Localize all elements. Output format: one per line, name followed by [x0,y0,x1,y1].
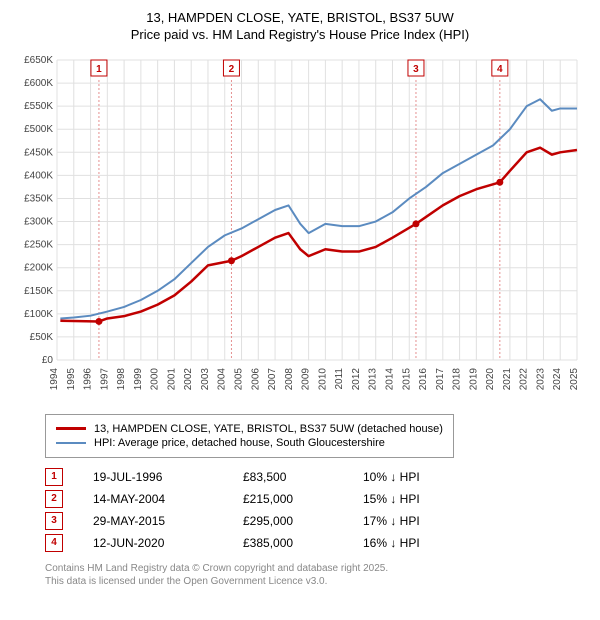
sale-row: 1 19-JUL-1996£83,50010% ↓ HPI [45,468,585,486]
sale-row: 4 12-JUN-2020£385,00016% ↓ HPI [45,534,585,552]
svg-text:2: 2 [229,64,235,75]
legend-swatch-hpi [56,442,86,444]
legend-swatch-price-paid [56,427,86,430]
legend-row-price-paid: 13, HAMPDEN CLOSE, YATE, BRISTOL, BS37 5… [56,423,443,435]
svg-text:2001: 2001 [166,367,177,390]
chart-title: 13, HAMPDEN CLOSE, YATE, BRISTOL, BS37 5… [15,10,585,44]
svg-text:4: 4 [497,64,503,75]
chart-plot: £0 £50K £100K £150K £200K £250K £300K £350K £400… [15,52,585,402]
svg-text:2003: 2003 [200,367,211,390]
sale-diff: 10% ↓ HPI [363,470,463,484]
sale-row: 3 29-MAY-2015£295,00017% ↓ HPI [45,512,585,530]
svg-text:£500K: £500K [24,124,53,135]
svg-text:2022: 2022 [519,367,530,390]
svg-text:2017: 2017 [435,367,446,390]
svg-text:2016: 2016 [418,367,429,390]
sale-date: 14-MAY-2004 [93,492,243,506]
svg-text:2014: 2014 [384,367,395,390]
title-line1: 13, HAMPDEN CLOSE, YATE, BRISTOL, BS37 5… [146,10,454,25]
title-line2: Price paid vs. HM Land Registry's House … [131,27,469,42]
svg-text:£300K: £300K [24,216,53,227]
svg-text:£350K: £350K [24,193,53,204]
sale-diff: 16% ↓ HPI [363,536,463,550]
svg-text:2004: 2004 [217,367,228,390]
svg-text:1997: 1997 [99,367,110,390]
svg-text:2002: 2002 [183,367,194,390]
legend-row-hpi: HPI: Average price, detached house, Sout… [56,437,443,449]
footer-line1: Contains HM Land Registry data © Crown c… [45,563,388,574]
sale-price: £215,000 [243,492,363,506]
svg-text:2011: 2011 [334,367,345,389]
sale-price: £295,000 [243,514,363,528]
svg-text:2025: 2025 [569,367,580,390]
svg-text:2015: 2015 [401,367,412,390]
svg-text:£100K: £100K [24,309,53,320]
svg-text:2013: 2013 [368,367,379,390]
svg-text:2019: 2019 [468,367,479,390]
svg-text:£200K: £200K [24,262,53,273]
svg-text:2024: 2024 [552,367,563,390]
sale-diff: 17% ↓ HPI [363,514,463,528]
svg-text:£400K: £400K [24,170,53,181]
sale-date: 19-JUL-1996 [93,470,243,484]
svg-text:£250K: £250K [24,239,53,250]
svg-text:£450K: £450K [24,147,53,158]
sale-marker: 3 [45,512,63,530]
legend: 13, HAMPDEN CLOSE, YATE, BRISTOL, BS37 5… [45,414,454,458]
svg-text:£600K: £600K [24,78,53,89]
sale-date: 29-MAY-2015 [93,514,243,528]
svg-text:1996: 1996 [83,367,94,390]
legend-label-hpi: HPI: Average price, detached house, Sout… [94,437,385,449]
sale-date: 12-JUN-2020 [93,536,243,550]
svg-text:£150K: £150K [24,286,53,297]
svg-text:1995: 1995 [66,367,77,390]
sale-marker: 1 [45,468,63,486]
svg-text:2007: 2007 [267,367,278,390]
svg-text:£0: £0 [42,355,54,366]
svg-text:2020: 2020 [485,367,496,390]
sale-row: 2 14-MAY-2004£215,00015% ↓ HPI [45,490,585,508]
svg-text:1: 1 [96,64,102,75]
chart-container: 13, HAMPDEN CLOSE, YATE, BRISTOL, BS37 5… [0,0,600,598]
svg-text:1998: 1998 [116,367,127,390]
svg-text:2005: 2005 [234,367,245,390]
svg-text:2010: 2010 [317,367,328,390]
sale-marker: 4 [45,534,63,552]
svg-text:2021: 2021 [502,367,513,390]
sale-price: £385,000 [243,536,363,550]
sale-marker: 2 [45,490,63,508]
svg-text:2006: 2006 [250,367,261,390]
svg-text:£50K: £50K [30,332,54,343]
svg-text:1999: 1999 [133,367,144,390]
legend-label-price-paid: 13, HAMPDEN CLOSE, YATE, BRISTOL, BS37 5… [94,423,443,435]
svg-text:2023: 2023 [535,367,546,390]
svg-text:3: 3 [413,64,419,75]
sale-price: £83,500 [243,470,363,484]
sale-table: 1 19-JUL-1996£83,50010% ↓ HPI 2 14-MAY-2004… [45,468,585,552]
svg-text:2012: 2012 [351,367,362,390]
svg-text:£550K: £550K [24,101,53,112]
svg-text:2000: 2000 [150,367,161,390]
svg-text:2009: 2009 [301,367,312,390]
svg-text:2008: 2008 [284,367,295,390]
svg-text:1994: 1994 [49,367,60,390]
footer: Contains HM Land Registry data © Crown c… [45,562,585,588]
svg-text:2018: 2018 [452,367,463,390]
svg-text:£650K: £650K [24,55,53,66]
footer-line2: This data is licensed under the Open Gov… [45,576,327,587]
sale-diff: 15% ↓ HPI [363,492,463,506]
